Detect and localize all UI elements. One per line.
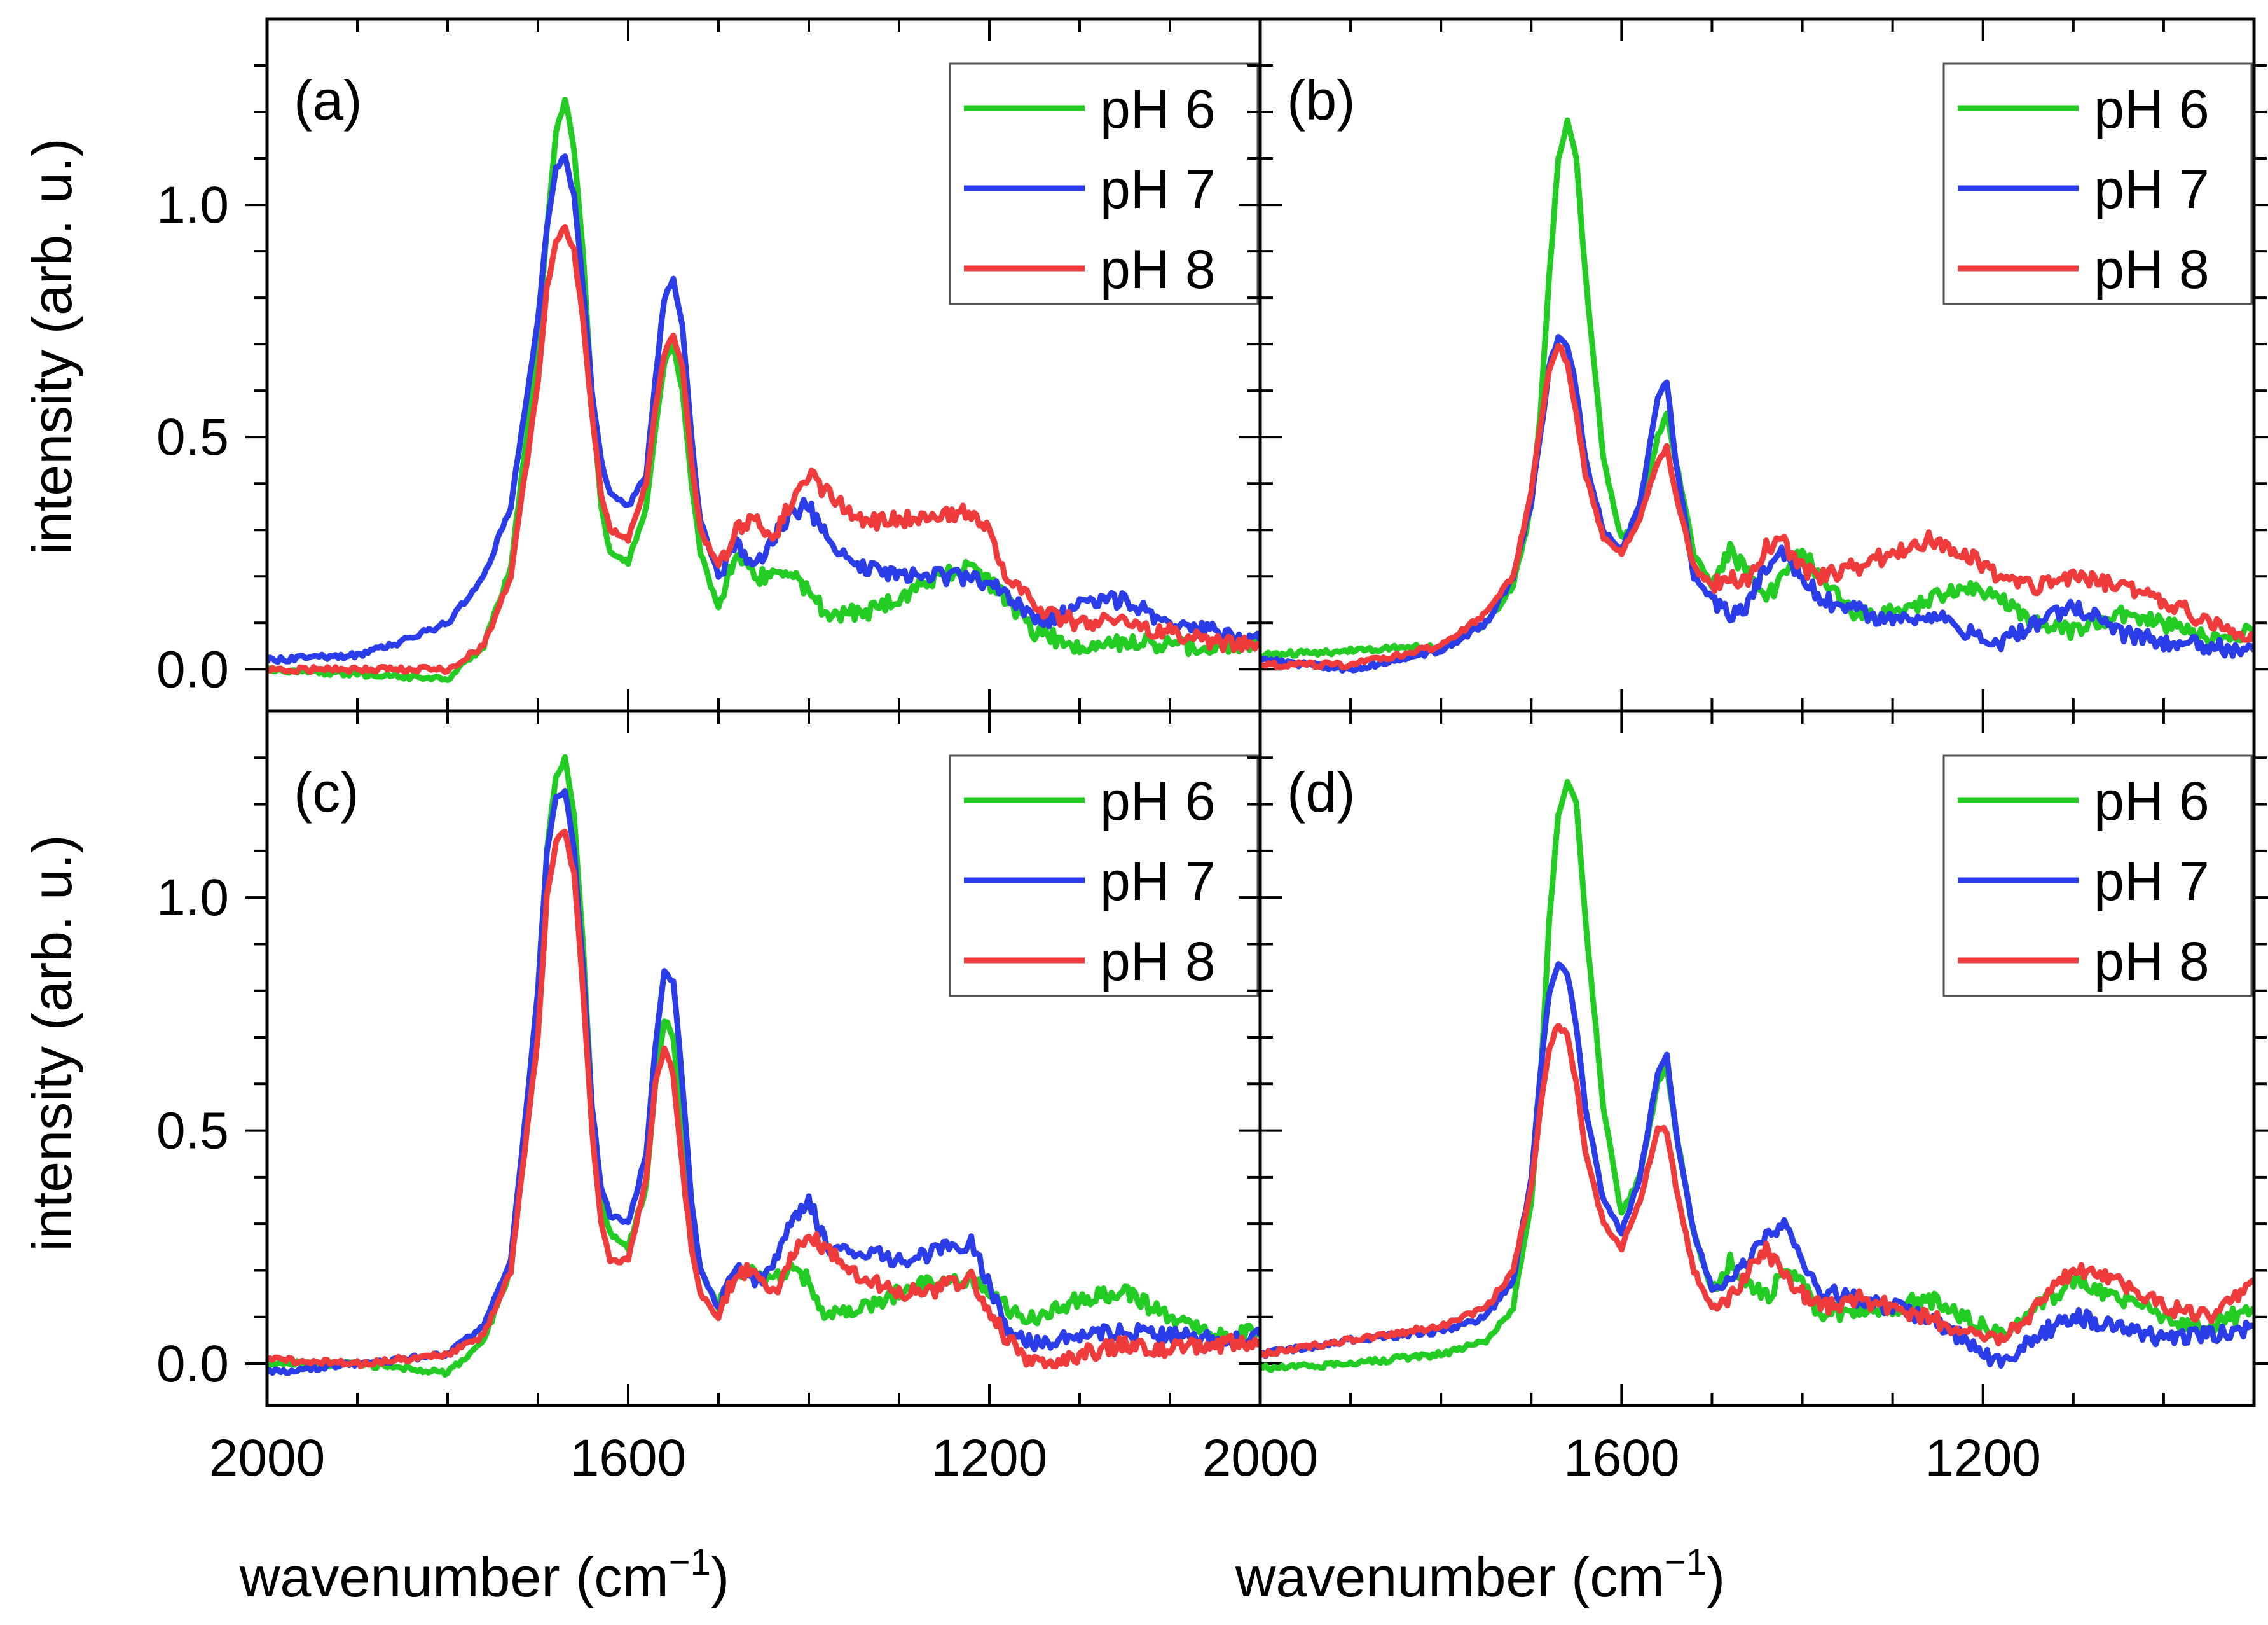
x-axis-title-left: wavenumber (cm−1) <box>239 1542 729 1608</box>
legend-box <box>1942 62 2253 305</box>
legend-label: pH 7 <box>2094 159 2210 220</box>
legend-box <box>949 754 1259 997</box>
series-line-ph-7 <box>267 153 1260 665</box>
panel-a: 0.0 0.5 1.0 (a) pH 6 pH 7 pH 8 <box>156 17 1282 713</box>
plot-frame <box>1258 709 2256 1407</box>
panel-label: (d) <box>1287 761 1356 824</box>
y-tick-label: 1.0 <box>156 176 229 234</box>
y-tick-label: 0.0 <box>156 1335 229 1393</box>
series-line-ph-7 <box>1260 334 2254 674</box>
series-line-ph-6 <box>1260 778 2254 1373</box>
legend-label: pH 7 <box>1100 159 1216 220</box>
panel-label: (a) <box>294 69 362 132</box>
series-line-ph-8 <box>267 224 1260 675</box>
legend-label: pH 6 <box>2094 79 2210 140</box>
x-axis-title-right: wavenumber (cm−1) <box>1235 1542 1725 1608</box>
panel-b: (b) pH 6 pH 7 pH 8 <box>1239 17 2268 713</box>
x-tick-label: 1200 <box>1925 1429 2041 1487</box>
panel-label: (c) <box>294 761 359 824</box>
x-tick-label: 1200 <box>931 1429 1047 1487</box>
x-tick-label: 2000 <box>1202 1429 1318 1487</box>
y-axis-title-bottom: intensity (arb. u.) <box>20 834 83 1251</box>
legend-label: pH 8 <box>1100 239 1216 300</box>
plot-layer: 0.00.51.0(a) pH 6pH 7pH 8(b) pH 6pH 7pH 80… <box>156 17 2268 1487</box>
series-line-ph-7 <box>1260 961 2254 1369</box>
legend-box <box>949 62 1259 305</box>
legend-label: pH 6 <box>1100 79 1216 140</box>
x-tick-label: 1600 <box>570 1429 686 1487</box>
legend-label: pH 8 <box>2094 239 2210 300</box>
legend-label: pH 7 <box>2094 851 2210 912</box>
y-tick-label: 0.5 <box>156 408 229 466</box>
x-tick-label: 1600 <box>1564 1429 1679 1487</box>
legend-label: pH 8 <box>2094 931 2210 992</box>
x-tick-label: 2000 <box>209 1429 325 1487</box>
panel-d: 2000 1600 1200 (d) pH 6 pH 7 pH 8 <box>1202 709 2268 1487</box>
legend-label: pH 6 <box>1100 771 1216 832</box>
series-line-ph-8 <box>1260 343 2254 670</box>
legend-box <box>1942 754 2253 997</box>
legend-label: pH 7 <box>1100 851 1216 912</box>
y-axis-title-top: intensity (arb. u.) <box>20 138 83 555</box>
legend-label: pH 6 <box>2094 771 2210 832</box>
series-line-ph-8 <box>1260 1022 2254 1359</box>
y-tick-label: 0.0 <box>156 640 229 698</box>
panel-label: (b) <box>1287 69 1356 132</box>
series-line-ph-6 <box>267 754 1260 1378</box>
panel-c: 0.0 0.5 1.0 2000 1600 1200 (c) pH 6 pH 7 pH 8 <box>156 709 1282 1487</box>
series-line-ph-6 <box>267 97 1260 684</box>
legend-label: pH 8 <box>1100 931 1216 992</box>
y-tick-label: 0.5 <box>156 1102 229 1160</box>
y-tick-label: 1.0 <box>156 869 229 927</box>
series-line-ph-8 <box>267 829 1260 1370</box>
